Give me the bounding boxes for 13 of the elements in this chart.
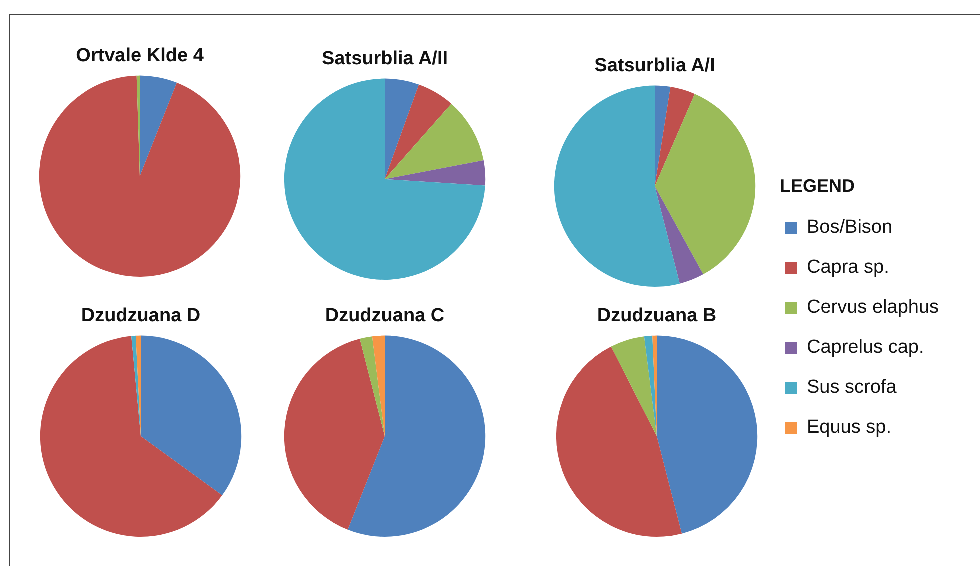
chart-title: Ortvale Klde 4 (76, 46, 204, 67)
legend-label: Caprelus cap. (807, 337, 924, 359)
legend-label: Cervus elaphus (807, 297, 940, 319)
chart-title: Dzudzuana C (325, 306, 445, 327)
legend-label: Capra sp. (807, 257, 890, 279)
legend-label: Sus scrofa (807, 377, 897, 399)
chart-title: Satsurblia A/II (322, 48, 448, 70)
legend-label: Bos/Bison (807, 217, 893, 239)
chart-title: Dzudzuana D (81, 306, 201, 327)
chart-title: Satsurblia A/I (594, 56, 716, 77)
legend-title: LEGEND (780, 176, 856, 197)
chart-title: Dzudzuana B (597, 306, 717, 327)
legend-label: Equus sp. (807, 417, 892, 439)
